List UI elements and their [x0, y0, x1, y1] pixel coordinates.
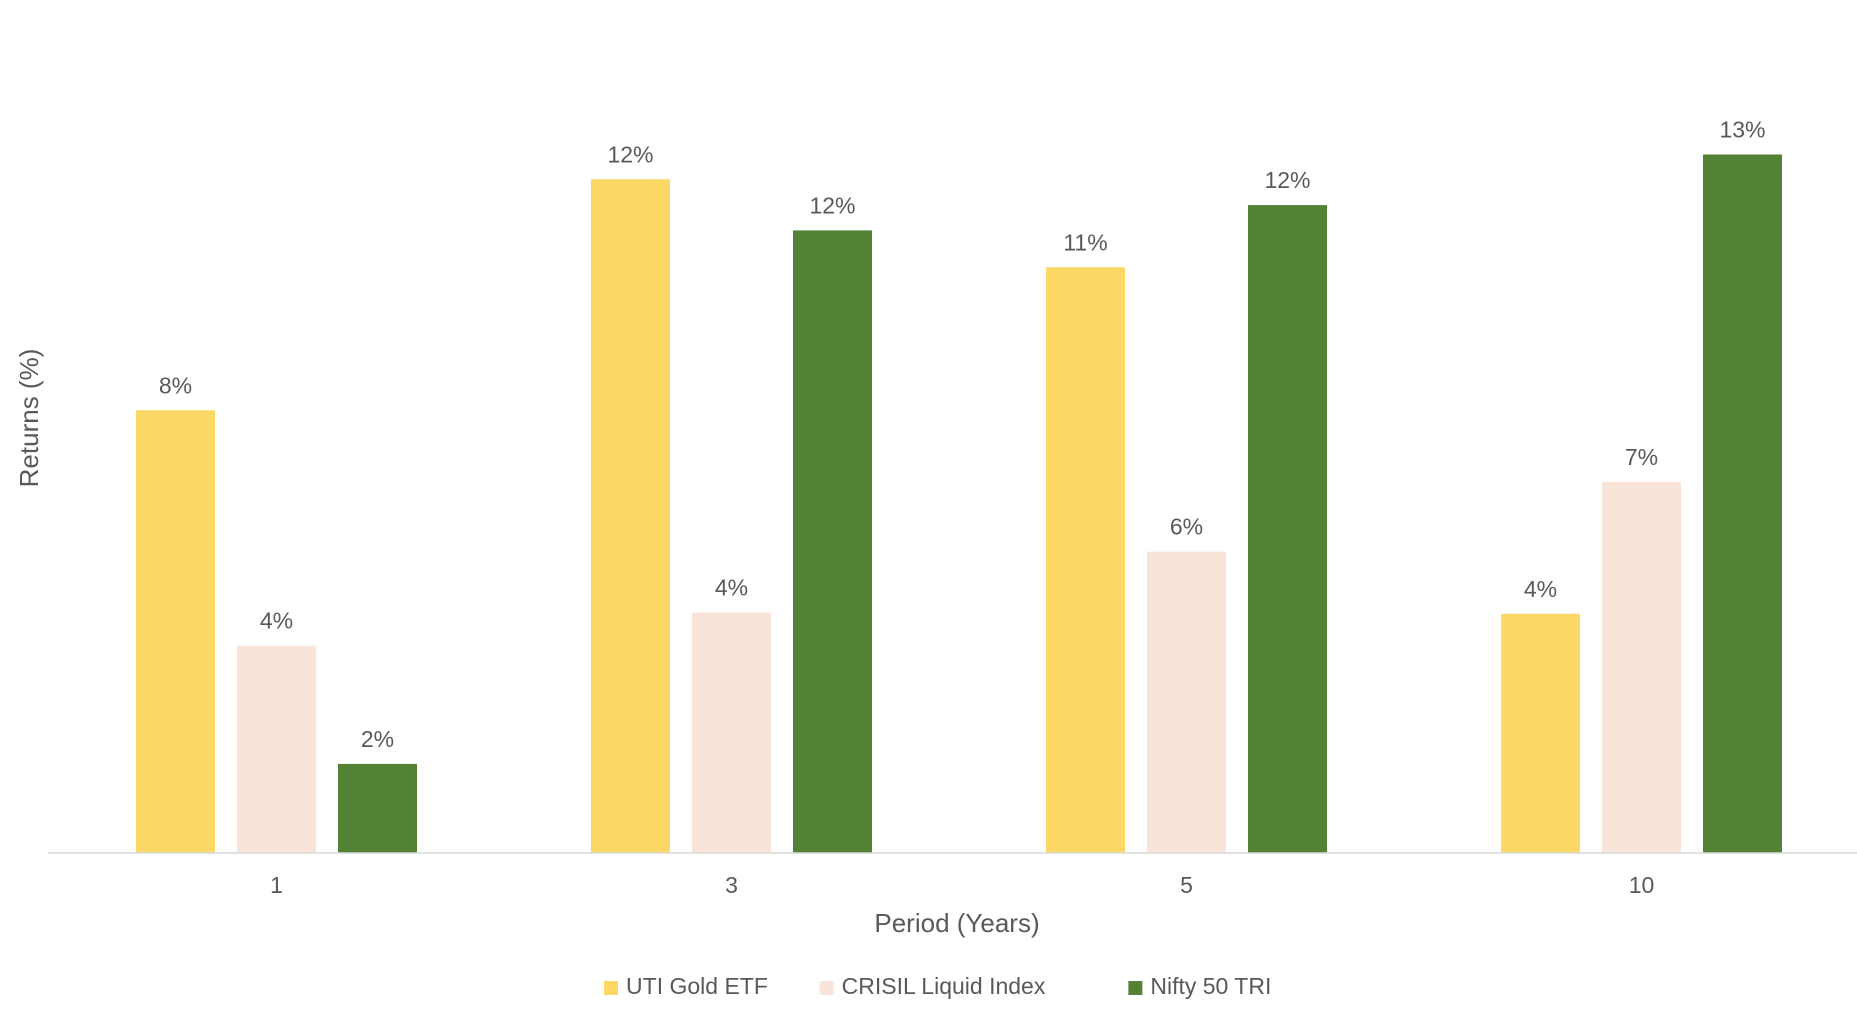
x-tick-label: 5	[1180, 872, 1193, 898]
bar-crisil-liquid-index-10	[1602, 481, 1681, 853]
legend-swatch	[819, 981, 834, 995]
x-tick-label: 10	[1629, 872, 1655, 898]
value-label: 12%	[607, 141, 653, 167]
bar-crisil-liquid-index-1	[237, 645, 316, 853]
y-axis-title: Returns (%)	[14, 349, 44, 488]
value-label: 2%	[361, 726, 394, 752]
x-tick-label: 3	[725, 872, 738, 898]
bar-uti-gold-etf-5	[1046, 267, 1125, 853]
value-label: 4%	[715, 575, 748, 601]
value-labels-layer: 8% 4% 2% 12% 4% 12% 11% 6% 12% 4% 7% 13%	[159, 117, 1766, 752]
legend-label: UTI Gold ETF	[626, 973, 768, 999]
legend-label: Nifty 50 TRI	[1150, 973, 1271, 999]
value-label: 7%	[1625, 444, 1658, 470]
value-label: 6%	[1170, 514, 1203, 540]
bar-nifty-50-tri-5	[1248, 205, 1327, 854]
bars-layer	[136, 154, 1782, 854]
bar-uti-gold-etf-10	[1501, 613, 1580, 853]
x-axis-title: Period (Years)	[874, 908, 1039, 938]
value-label: 12%	[809, 192, 855, 218]
legend-item-uti-gold-etf: UTI Gold ETF	[604, 973, 768, 999]
value-label: 8%	[159, 372, 192, 398]
legend-swatch	[604, 981, 619, 995]
legend-item-crisil-liquid-index: CRISIL Liquid Index	[819, 973, 1046, 999]
bar-crisil-liquid-index-3	[692, 612, 771, 853]
legend-swatch	[1128, 981, 1143, 995]
bar-uti-gold-etf-1	[136, 410, 215, 853]
bar-nifty-50-tri-3	[793, 230, 872, 853]
x-tick-label: 1	[270, 872, 283, 898]
bar-crisil-liquid-index-5	[1147, 551, 1226, 853]
legend: UTI Gold ETF CRISIL Liquid Index Nifty 50 …	[604, 973, 1271, 999]
bar-nifty-50-tri-10	[1703, 154, 1782, 853]
value-label: 13%	[1719, 117, 1765, 143]
legend-item-nifty-50-tri: Nifty 50 TRI	[1128, 973, 1271, 999]
value-label: 11%	[1063, 229, 1107, 255]
value-label: 12%	[1264, 167, 1310, 193]
x-tick-labels: 1 3 5 10	[270, 872, 1654, 898]
bar-uti-gold-etf-3	[591, 179, 670, 853]
legend-label: CRISIL Liquid Index	[842, 973, 1046, 999]
value-label: 4%	[1524, 576, 1557, 602]
bar-nifty-50-tri-1	[338, 763, 417, 853]
value-label: 4%	[260, 608, 293, 634]
